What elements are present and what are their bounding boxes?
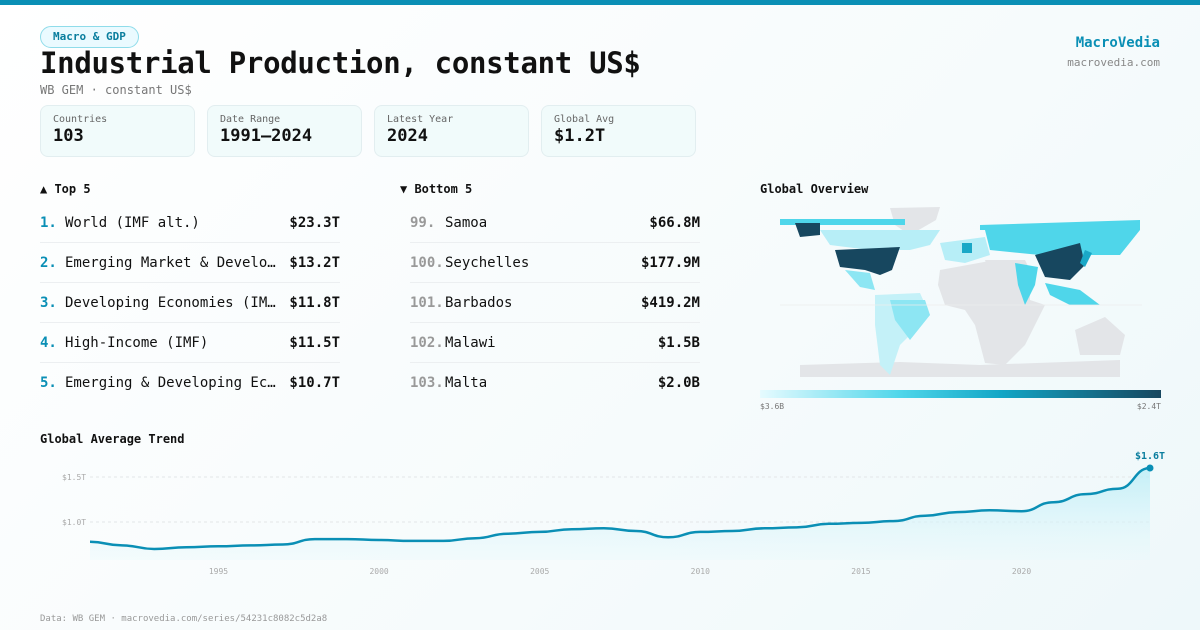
value: $2.0B xyxy=(657,375,700,391)
country-name: Malawi xyxy=(445,334,496,351)
brand-url[interactable]: macrovedia.com xyxy=(1067,56,1160,69)
value: $11.5T xyxy=(289,334,340,351)
stat-value: 103 xyxy=(53,126,84,146)
map-southeast-asia xyxy=(1045,283,1100,305)
rank: 103. xyxy=(410,375,444,391)
value: $10.7T xyxy=(289,375,340,391)
rank: 3. xyxy=(40,294,57,311)
country-name: Barbados xyxy=(445,294,513,311)
trend-area xyxy=(90,468,1150,560)
map-china xyxy=(1035,243,1085,280)
list-item[interactable]: 99. Samoa $66.8M xyxy=(410,203,700,243)
map-russia-north xyxy=(980,220,1140,230)
value: $23.3T xyxy=(289,214,340,231)
value: $1.5B xyxy=(657,334,700,351)
x-tick-label: 1995 xyxy=(209,567,228,576)
country-name: Emerging Market & Developing Economies xyxy=(65,254,281,271)
list-item[interactable]: 2. Emerging Market & Developing Economies… xyxy=(40,243,340,283)
stat-label: Date Range xyxy=(220,114,281,125)
map-brazil xyxy=(890,300,930,340)
stat-card-global-avg: Global Avg $1.2T xyxy=(541,105,696,157)
rank: 1. xyxy=(40,214,57,231)
country-name: World (IMF alt.) xyxy=(65,214,200,231)
stat-card-latest-year: Latest Year 2024 xyxy=(374,105,529,157)
country-name: Malta xyxy=(445,375,488,391)
rank: 99. xyxy=(410,214,436,231)
country-name: Samoa xyxy=(445,214,488,231)
trend-chart-title: Global Average Trend xyxy=(40,432,185,446)
category-badge[interactable]: Macro & GDP xyxy=(40,26,139,48)
legend-min-label: $3.6B xyxy=(760,402,785,411)
rank: 100. xyxy=(410,254,444,271)
list-item[interactable]: 1. World (IMF alt.) $23.3T xyxy=(40,203,340,243)
y-tick-label: $1.0T xyxy=(62,518,86,527)
trend-line xyxy=(89,466,1151,551)
footer-source: Data: WB GEM · macrovedia.com/series/542… xyxy=(40,614,328,624)
x-tick-label: 2020 xyxy=(1012,567,1031,576)
map-usa xyxy=(835,247,900,275)
stat-label: Global Avg xyxy=(554,114,615,125)
stat-label: Countries xyxy=(53,114,108,125)
country-name: Seychelles xyxy=(445,254,530,271)
country-name: Developing Economies (IMF) xyxy=(65,294,282,311)
rank: 2. xyxy=(40,254,57,271)
map-mexico xyxy=(845,270,875,290)
value: $13.2T xyxy=(289,254,340,271)
y-tick-label: $1.5T xyxy=(62,473,86,482)
stat-value: 2024 xyxy=(387,126,428,146)
brand-logo[interactable]: MacroVedia xyxy=(1075,35,1160,51)
value: $177.9M xyxy=(640,254,700,271)
map-japan xyxy=(1080,250,1092,267)
stat-card-date-range: Date Range 1991–2024 xyxy=(207,105,362,157)
map-russia xyxy=(985,230,1140,255)
list-item[interactable]: 102. Malawi $1.5B xyxy=(410,323,700,363)
value: $66.8M xyxy=(649,214,700,231)
list-item[interactable]: 103. Malta $2.0B xyxy=(410,363,700,403)
last-point-marker xyxy=(1146,464,1154,472)
last-value-label: $1.6T xyxy=(1135,451,1165,462)
map-heading: Global Overview xyxy=(760,182,869,196)
map-antarctica xyxy=(800,360,1120,377)
map-alaska xyxy=(795,223,820,237)
stat-card-countries: Countries 103 xyxy=(40,105,195,157)
value: $11.8T xyxy=(289,294,340,311)
rank: 102. xyxy=(410,334,444,351)
trend-chart[interactable]: $1.0T $1.5T 1995 2000 2005 2010 2015 2020 $1.6T xyxy=(0,440,1200,590)
x-tick-label: 2010 xyxy=(691,567,710,576)
list-item[interactable]: 5. Emerging & Developing Economies $10.7T xyxy=(40,363,340,403)
map-canada xyxy=(820,230,940,250)
map-color-legend xyxy=(760,390,1161,398)
country-name: High-Income (IMF) xyxy=(65,334,209,351)
stat-value: $1.2T xyxy=(554,126,606,146)
list-item[interactable]: 100. Seychelles $177.9M xyxy=(410,243,700,283)
list-item[interactable]: 3. Developing Economies (IMF) $11.8T xyxy=(40,283,340,323)
x-tick-label: 2005 xyxy=(530,567,549,576)
map-india xyxy=(1015,263,1038,305)
top-5-list: 1. World (IMF alt.) $23.3T 2. Emerging Marke… xyxy=(40,203,340,403)
country-name: Emerging & Developing Economies xyxy=(65,375,282,391)
stat-label: Latest Year xyxy=(387,114,454,125)
x-tick-label: 2000 xyxy=(369,567,388,576)
rank: 4. xyxy=(40,334,57,351)
list-item[interactable]: 4. High-Income (IMF) $11.5T xyxy=(40,323,340,363)
bottom-5-heading: ▼ Bottom 5 xyxy=(400,182,473,196)
world-map[interactable] xyxy=(780,205,1142,377)
rank: 5. xyxy=(40,375,57,391)
value: $419.2M xyxy=(640,294,700,311)
bottom-5-list: 99. Samoa $66.8M 100. Seychelles $177.9M 101. B… xyxy=(410,203,700,403)
top-5-heading: ▲ Top 5 xyxy=(40,182,91,196)
map-greenland xyxy=(890,207,940,235)
stat-value: 1991–2024 xyxy=(220,126,313,146)
map-germany xyxy=(962,243,972,253)
page-subtitle: WB GEM · constant US$ xyxy=(40,83,192,97)
map-australia xyxy=(1075,317,1125,355)
list-item[interactable]: 101. Barbados $419.2M xyxy=(410,283,700,323)
rank: 101. xyxy=(410,294,444,311)
legend-max-label: $2.4T xyxy=(1136,402,1161,411)
page-title: Industrial Production, constant US$ xyxy=(40,46,641,80)
top-accent-bar xyxy=(0,0,1200,5)
x-tick-label: 2015 xyxy=(851,567,870,576)
